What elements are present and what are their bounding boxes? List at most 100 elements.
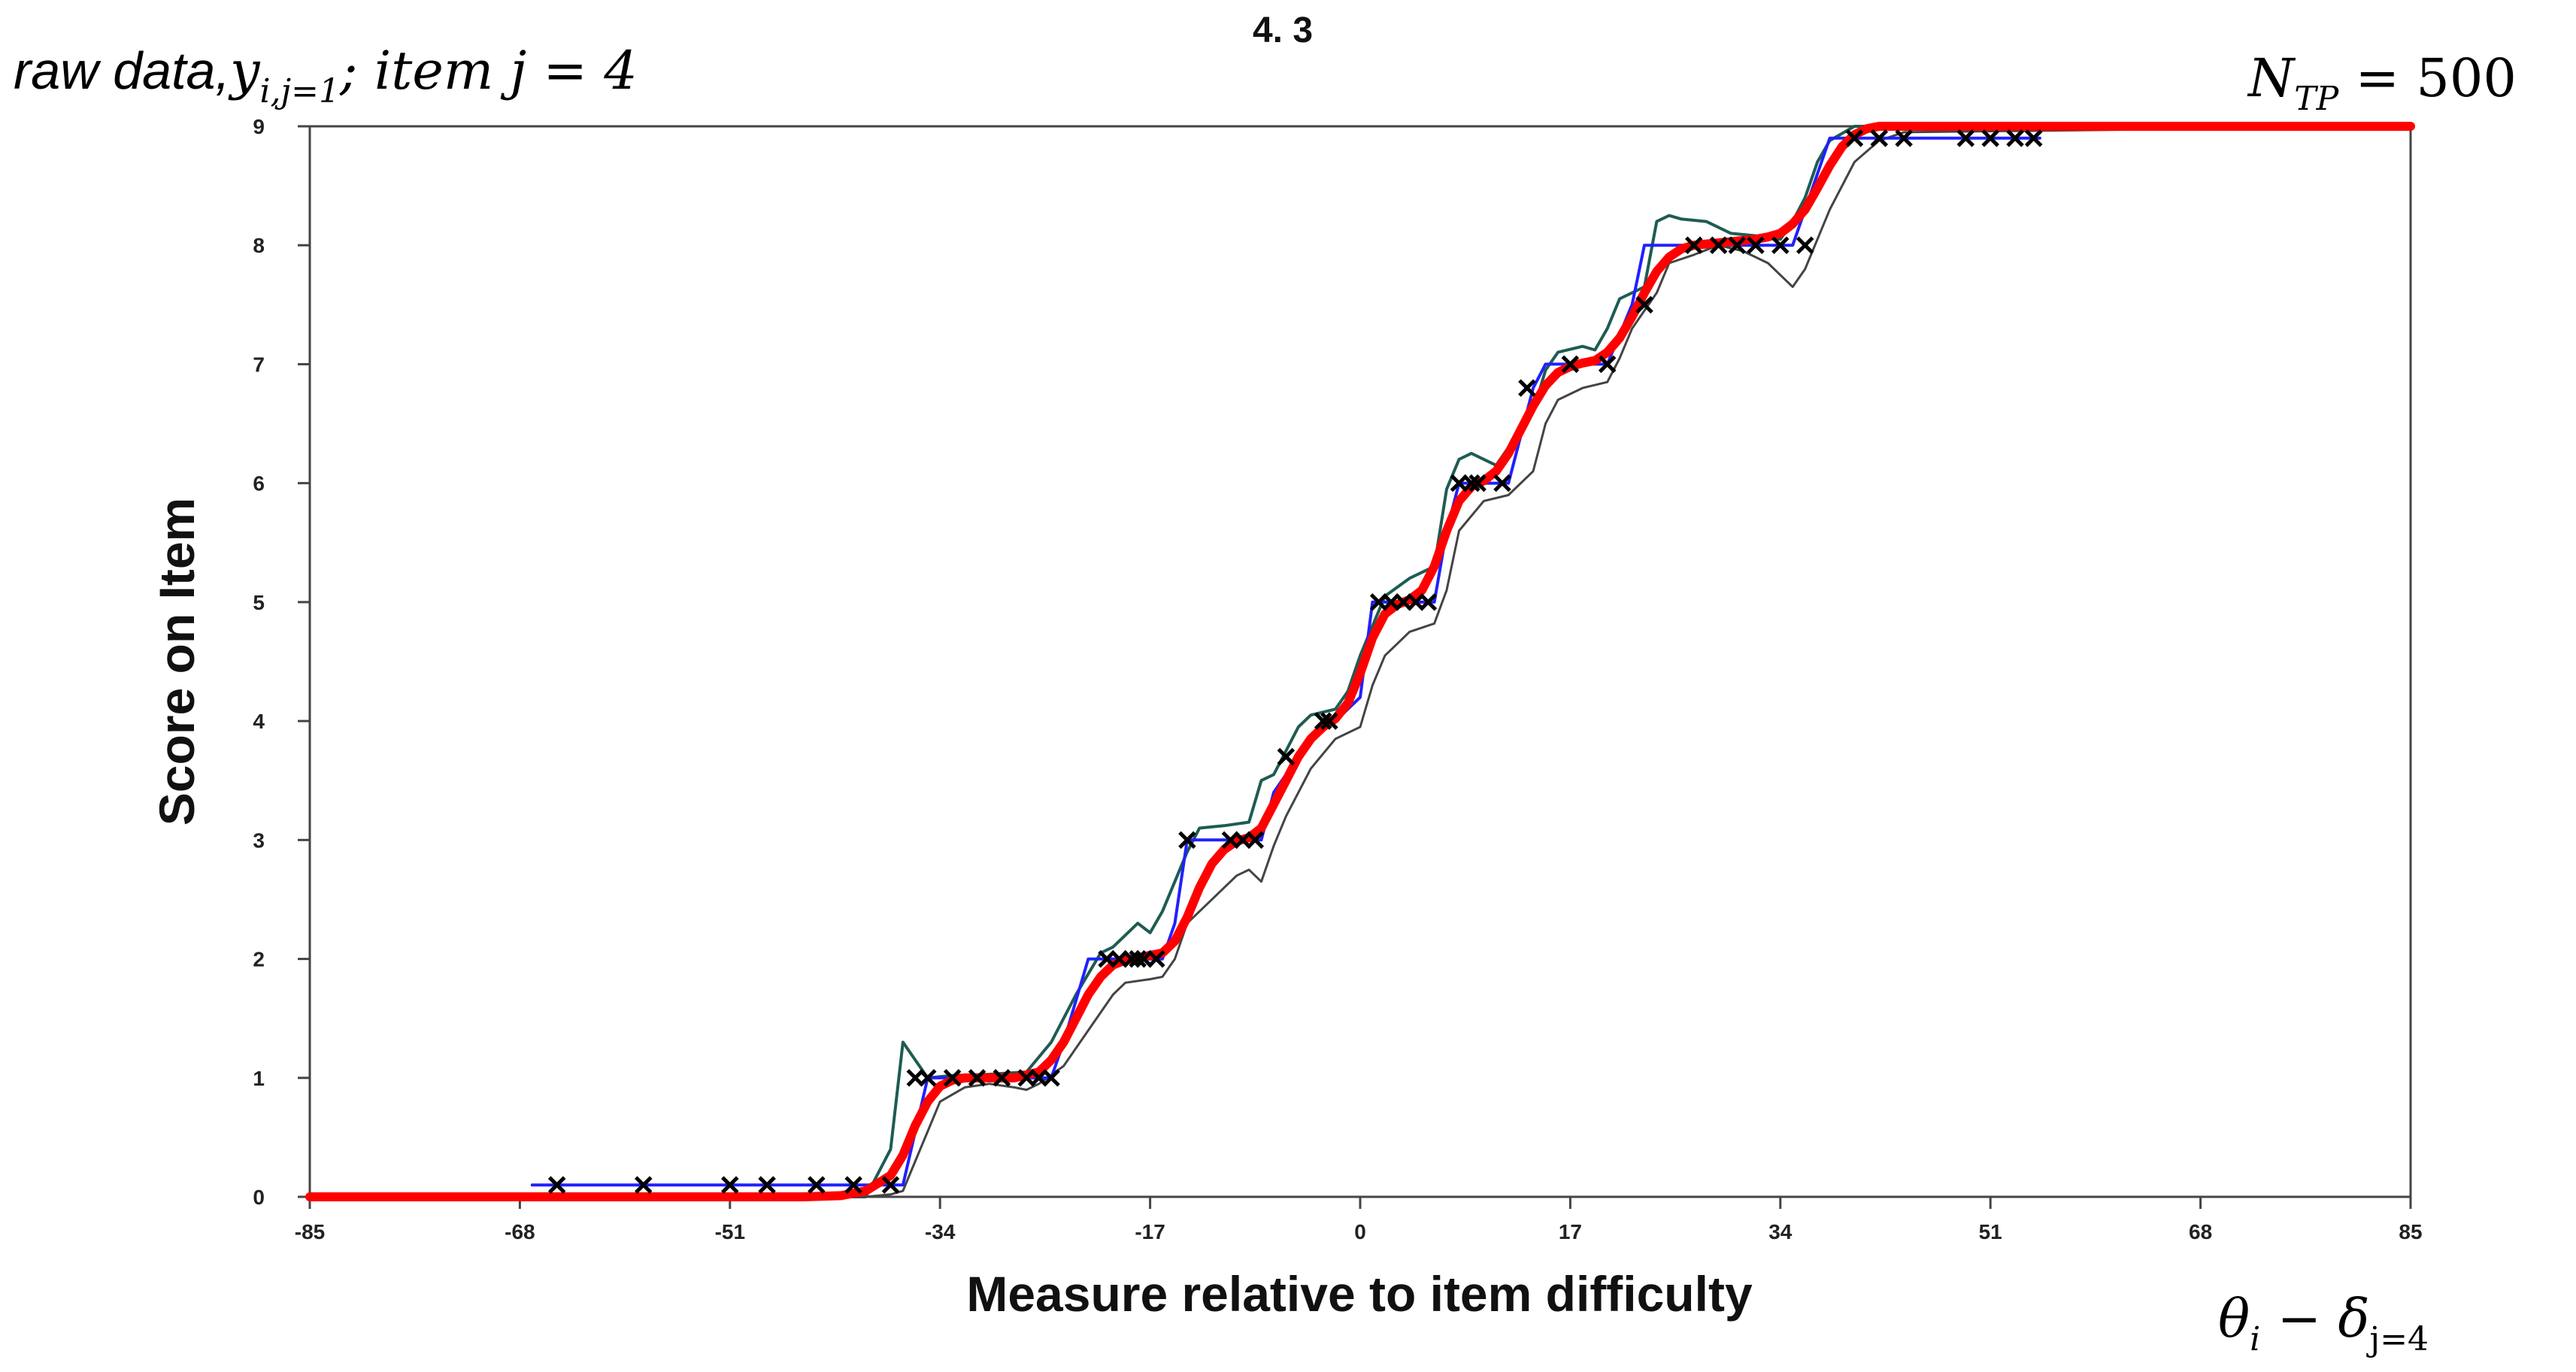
observed-point	[1320, 712, 1338, 730]
observed-point	[1956, 129, 1975, 147]
observed-point	[844, 1176, 862, 1194]
raw-data-y-subscript: i,j=1	[259, 72, 340, 111]
y-tick-label: 6	[253, 472, 265, 495]
raw-data-annotation: raw data,yi,j=1; item j = 4	[14, 40, 638, 111]
observed-point-stroke	[1684, 236, 1703, 254]
observed-point-stroke	[634, 1176, 653, 1194]
x-tick-label: 51	[1979, 1220, 2002, 1243]
observed-point-stroke	[2024, 129, 2043, 147]
observed-point	[1246, 831, 1265, 850]
observed-point	[993, 1069, 1011, 1087]
observed-point-stroke	[808, 1176, 826, 1194]
sample-size-symbol: N	[2247, 47, 2296, 109]
observed-point-stroke	[1956, 129, 1975, 147]
observed-point	[1684, 236, 1703, 254]
sample-size-subscript: TP	[2294, 80, 2339, 118]
observed-point	[1493, 474, 1511, 492]
observed-point	[758, 1176, 776, 1194]
observed-line	[530, 136, 2041, 1187]
sample-size-annotation: NTP = 500	[2247, 47, 2517, 118]
observed-point	[1747, 236, 1765, 254]
observed-points	[547, 129, 2043, 1194]
observed-point	[808, 1176, 826, 1194]
raw-data-item: ; item j = 4	[339, 40, 638, 101]
observed-point	[1728, 236, 1747, 254]
observed-point-stroke	[1468, 474, 1487, 492]
observed-point-stroke	[1320, 712, 1338, 730]
observed-point-stroke	[968, 1069, 986, 1087]
observed-point	[881, 1176, 900, 1194]
observed-point	[1147, 949, 1165, 968]
observed-point-stroke	[1747, 236, 1765, 254]
observed-point-stroke	[1129, 949, 1147, 968]
observed-point	[1178, 831, 1196, 850]
observed-point-stroke	[881, 1176, 900, 1194]
y-tick-label: 5	[253, 591, 265, 614]
observed-point-stroke	[1870, 129, 1889, 147]
observed-point-stroke	[918, 1069, 937, 1087]
observed-point	[547, 1176, 566, 1194]
delta-subscript: j=4	[2366, 1320, 2429, 1358]
minus-sign: −	[2260, 1288, 2338, 1349]
y-tick-label: 3	[253, 828, 265, 852]
observed-point	[1468, 474, 1487, 492]
observed-point	[1709, 236, 1728, 254]
observed-point-stroke	[758, 1176, 776, 1194]
observed-point	[1796, 236, 1814, 254]
y-tick-label: 0	[253, 1186, 265, 1209]
chart-title: 4. 3	[1253, 11, 1313, 50]
observed-point-stroke	[1493, 474, 1511, 492]
observed-point	[1129, 949, 1147, 968]
x-tick-label: 0	[1354, 1220, 1366, 1243]
observed-point-stroke	[547, 1176, 566, 1194]
observed-point	[2024, 129, 2043, 147]
x-tick-label: 17	[1559, 1220, 1582, 1243]
y-axis-title: Score on Item	[149, 498, 205, 825]
observed-point-stroke	[1598, 355, 1617, 374]
series-layer	[305, 122, 2415, 1201]
observed-point-stroke	[1462, 474, 1480, 492]
expected-line	[305, 122, 2415, 1201]
observed-point	[1895, 129, 1913, 147]
observed-point-stroke	[1796, 236, 1814, 254]
theta-subscript: i	[2250, 1320, 2260, 1358]
observed-point	[1870, 129, 1889, 147]
delta-symbol: δ	[2338, 1288, 2369, 1349]
observed-point-stroke	[1845, 129, 1864, 147]
observed-point-stroke	[1042, 1069, 1060, 1087]
observed-point	[634, 1176, 653, 1194]
observed-point	[918, 1069, 937, 1087]
y-tick-label: 7	[253, 353, 265, 376]
x-tick-label: 85	[2399, 1220, 2422, 1243]
x-tick-label: -51	[715, 1220, 745, 1243]
observed-point-stroke	[721, 1176, 739, 1194]
observed-point-stroke	[1178, 831, 1196, 850]
y-tick-label: 4	[253, 710, 265, 733]
observed-point-stroke	[1561, 355, 1580, 374]
x-tick-label: -68	[505, 1220, 535, 1243]
observed-point-stroke	[2006, 129, 2024, 147]
raw-data-y: y	[228, 40, 261, 101]
theta-delta-annotation: θi − δj=4	[2218, 1288, 2429, 1358]
x-tick-label: 34	[1768, 1220, 1793, 1243]
y-tick-label: 8	[253, 234, 265, 257]
observed-point-stroke	[1771, 236, 1790, 254]
observed-point	[1277, 747, 1296, 766]
x-axis-title: Measure relative to item difficulty	[966, 1266, 1753, 1322]
observed-point-stroke	[1147, 949, 1165, 968]
observed-point-stroke	[943, 1069, 962, 1087]
observed-point	[1042, 1069, 1060, 1087]
observed-point-stroke	[1709, 236, 1728, 254]
observed-point-stroke	[1895, 129, 1913, 147]
observed-point	[1771, 236, 1790, 254]
observed-point	[1462, 474, 1480, 492]
lower-band-line	[308, 125, 2412, 1198]
x-tick-label: -17	[1135, 1220, 1165, 1243]
observed-point	[1635, 295, 1653, 314]
y-tick-label: 1	[253, 1067, 265, 1090]
observed-point-stroke	[1728, 236, 1747, 254]
observed-point-stroke	[1277, 747, 1296, 766]
observed-point-stroke	[1314, 712, 1332, 730]
